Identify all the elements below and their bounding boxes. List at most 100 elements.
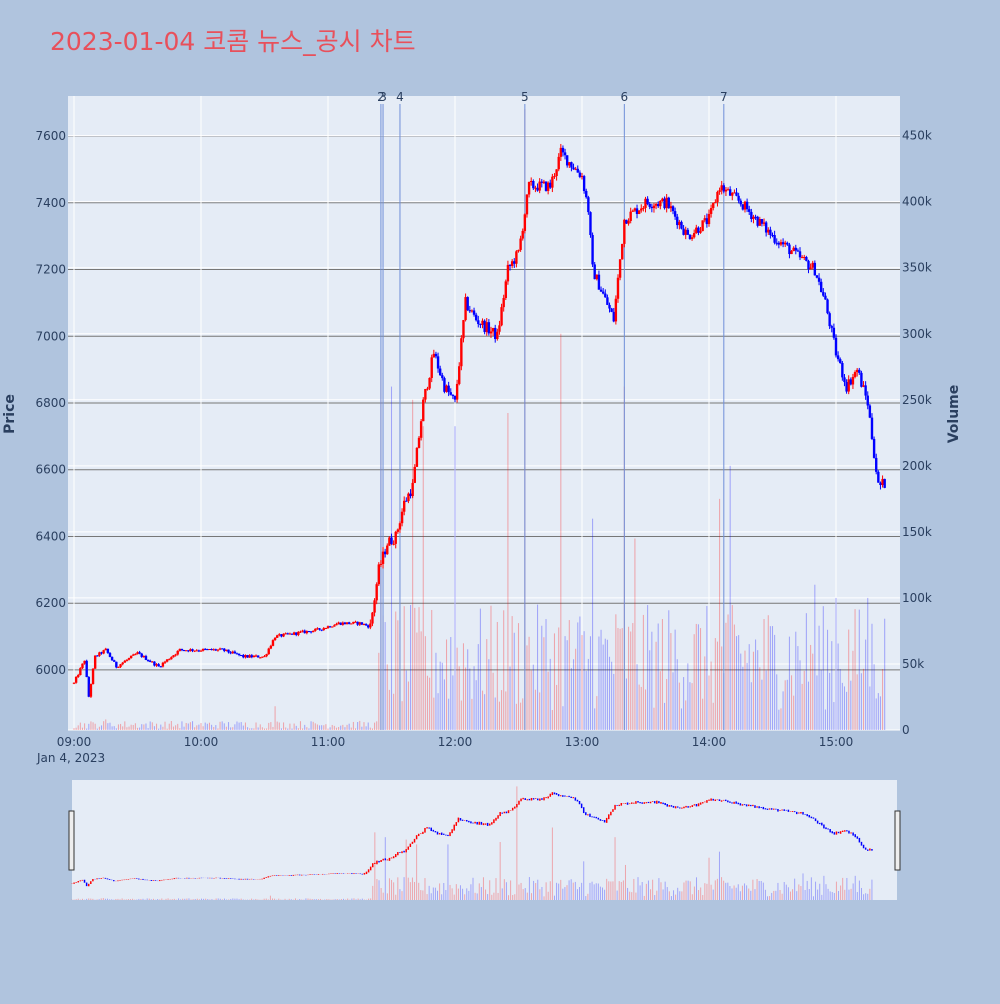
range-slider-right-handle[interactable]: [895, 811, 900, 870]
volume-bar: [819, 626, 820, 730]
volume-bar: [268, 723, 269, 730]
candle-body: [445, 386, 447, 392]
mini-volume-bar: [140, 899, 141, 900]
candle-body: [816, 275, 818, 277]
mini-volume-bar: [157, 899, 158, 900]
volume-bar: [780, 708, 781, 730]
mini-volume-bar: [397, 877, 398, 900]
candle-body: [405, 501, 407, 502]
candle-body: [524, 214, 526, 231]
volume-bar: [882, 669, 883, 730]
plot-background: [68, 96, 900, 730]
volume-bar: [556, 685, 557, 730]
candle-body: [674, 211, 676, 217]
volume-bar: [647, 605, 648, 730]
mini-volume-bar: [729, 886, 730, 900]
mini-volume-bar: [437, 891, 438, 900]
range-slider[interactable]: [69, 780, 900, 900]
mini-volume-bar: [514, 894, 515, 900]
mini-volume-bar: [376, 879, 377, 900]
volume-bar: [677, 659, 678, 730]
volume-bar: [732, 605, 733, 730]
mini-volume-bar: [255, 899, 256, 900]
mini-volume-bar: [115, 899, 116, 900]
volume-bar: [632, 623, 633, 730]
mini-volume-bar: [435, 888, 436, 900]
volume-bar: [279, 722, 280, 730]
volume-bar: [372, 728, 373, 730]
candle-body: [174, 655, 176, 656]
candle-body: [297, 632, 299, 635]
volume-bar: [514, 633, 515, 730]
candle-body: [517, 250, 519, 251]
mini-volume-bar: [654, 895, 655, 900]
candle-body: [424, 389, 426, 400]
candle-body: [395, 532, 397, 544]
candle-body: [820, 282, 822, 292]
candle-body: [807, 261, 809, 269]
candle-body: [111, 657, 113, 660]
volume-bar: [529, 637, 530, 730]
volume-bar: [810, 645, 811, 730]
candle-body: [327, 626, 329, 628]
mini-volume-bar: [642, 882, 643, 900]
candle-body: [329, 626, 331, 627]
volume-bar: [116, 728, 117, 730]
volume-bar: [656, 642, 657, 730]
mini-volume-bar: [581, 883, 582, 900]
candle-body: [547, 183, 549, 191]
candle-body: [706, 218, 708, 224]
mini-volume-bar: [379, 880, 380, 900]
candle-body: [130, 656, 132, 658]
mini-volume-bar: [178, 898, 179, 900]
volume-bar: [488, 659, 489, 730]
mini-volume-bar: [738, 884, 739, 900]
y2-tick-label: 150k: [902, 525, 932, 539]
mini-volume-bar: [230, 899, 231, 900]
mini-volume-bar: [159, 899, 160, 900]
mini-volume-bar: [358, 899, 359, 900]
mini-volume-bar: [120, 899, 121, 900]
volume-bar: [558, 627, 559, 730]
mini-volume-bar: [713, 890, 714, 900]
mini-volume-bar: [723, 881, 724, 900]
candle-body: [587, 197, 589, 212]
volume-bar: [761, 680, 762, 730]
candle-body: [532, 181, 534, 188]
mini-volume-bar: [147, 898, 148, 900]
candle-body: [560, 148, 562, 157]
mini-volume-bar: [310, 899, 311, 900]
mini-volume-bar: [220, 899, 221, 900]
candle-body: [668, 198, 670, 208]
candle-body: [274, 638, 276, 640]
candle-body: [864, 385, 866, 395]
volume-bar: [107, 723, 108, 730]
mini-volume-bar: [454, 895, 455, 900]
volume-bar: [294, 724, 295, 730]
volume-bar: [220, 722, 221, 730]
mini-volume-bar: [473, 878, 474, 900]
mini-volume-bar: [671, 896, 672, 900]
mini-volume-bar: [341, 899, 342, 900]
volume-bar: [797, 646, 798, 730]
volume-bar: [105, 719, 106, 730]
mini-volume-bar: [184, 899, 185, 900]
volume-bar: [467, 649, 468, 730]
candle-body: [594, 264, 596, 279]
candle-body: [98, 652, 100, 656]
volume-bar: [387, 664, 388, 730]
range-slider-left-handle[interactable]: [69, 811, 74, 870]
volume-bar: [512, 616, 513, 730]
mini-volume-bar: [422, 890, 423, 900]
candle-body: [792, 248, 794, 251]
candle-body: [232, 652, 234, 654]
volume-bar: [753, 652, 754, 730]
mini-volume-bar: [656, 891, 657, 900]
volume-bar: [603, 645, 604, 730]
candle-body: [481, 321, 483, 325]
candle-body: [79, 668, 81, 675]
candle-body: [661, 199, 663, 201]
volume-bar: [859, 610, 860, 730]
